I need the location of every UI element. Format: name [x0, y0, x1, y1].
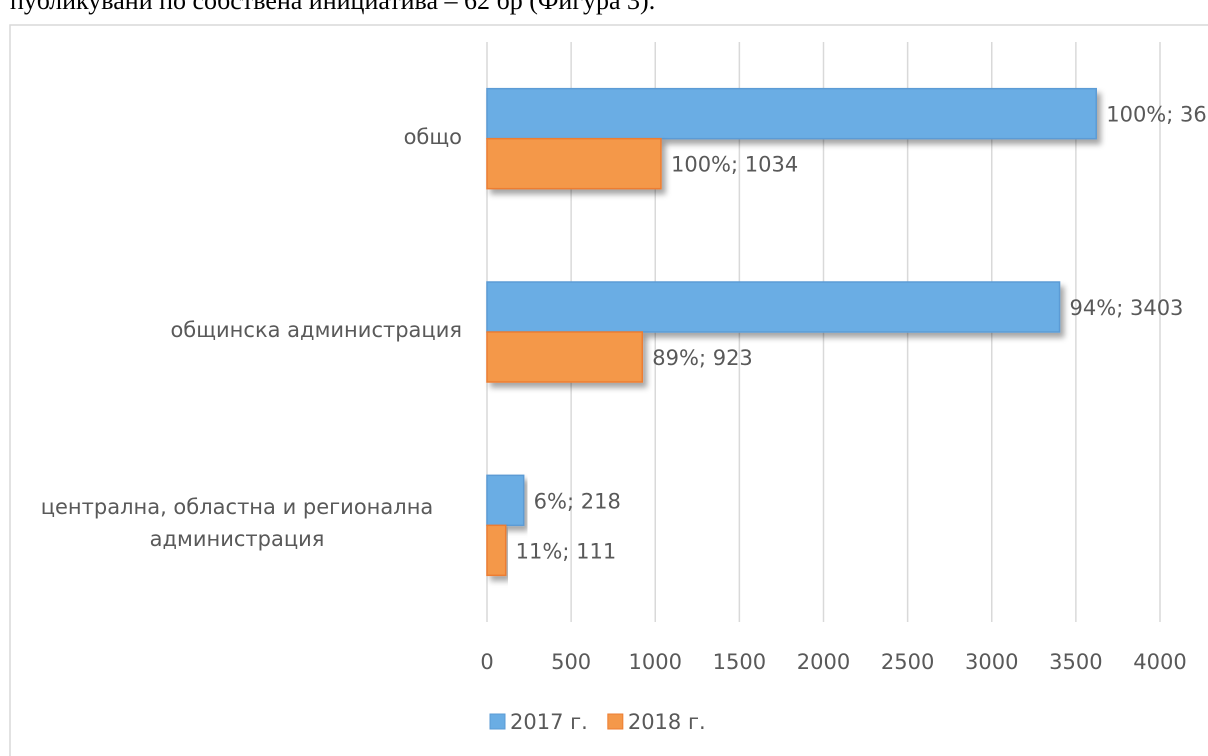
x-tick-label: 2500 [881, 650, 934, 674]
bar [486, 87, 1097, 140]
data-label: 100%; 3621 [1106, 103, 1208, 127]
bar [486, 524, 507, 577]
bar [486, 474, 525, 527]
category-text: общинска администрация [170, 318, 462, 342]
data-label: 89%; 923 [652, 346, 753, 370]
category-text: централна, областна и регионална админис… [40, 495, 434, 552]
y-tick-label: общо [12, 121, 462, 153]
x-tick-label: 1000 [629, 650, 682, 674]
y-tick-label: общинска администрация [12, 314, 462, 346]
text-above: публикувани по собствена инициатива – 62… [10, 0, 656, 15]
data-label: 94%; 3403 [1070, 296, 1184, 320]
y-tick-label: централна, областна и регионална админис… [12, 491, 462, 555]
bar [486, 331, 644, 383]
data-label: 100%; 1034 [671, 153, 798, 177]
legend-swatch [607, 713, 624, 730]
x-tick-label: 3000 [965, 650, 1018, 674]
data-label: 11%; 111 [516, 539, 617, 563]
x-tick-label: 500 [551, 650, 591, 674]
category-text: общо [403, 124, 462, 149]
x-tick-label: 1500 [713, 650, 766, 674]
data-label: 6%; 218 [534, 489, 621, 513]
legend-label: 2017 г. [510, 710, 588, 734]
x-tick-label: 4000 [1133, 650, 1186, 674]
legend-swatch [489, 713, 506, 730]
bar [486, 281, 1061, 333]
legend-label: 2018 г. [628, 710, 706, 734]
x-tick-label: 0 [480, 650, 493, 674]
bar [486, 137, 662, 190]
chart-border [9, 24, 1208, 756]
x-tick-label: 3500 [1049, 650, 1102, 674]
x-tick-label: 2000 [797, 650, 850, 674]
